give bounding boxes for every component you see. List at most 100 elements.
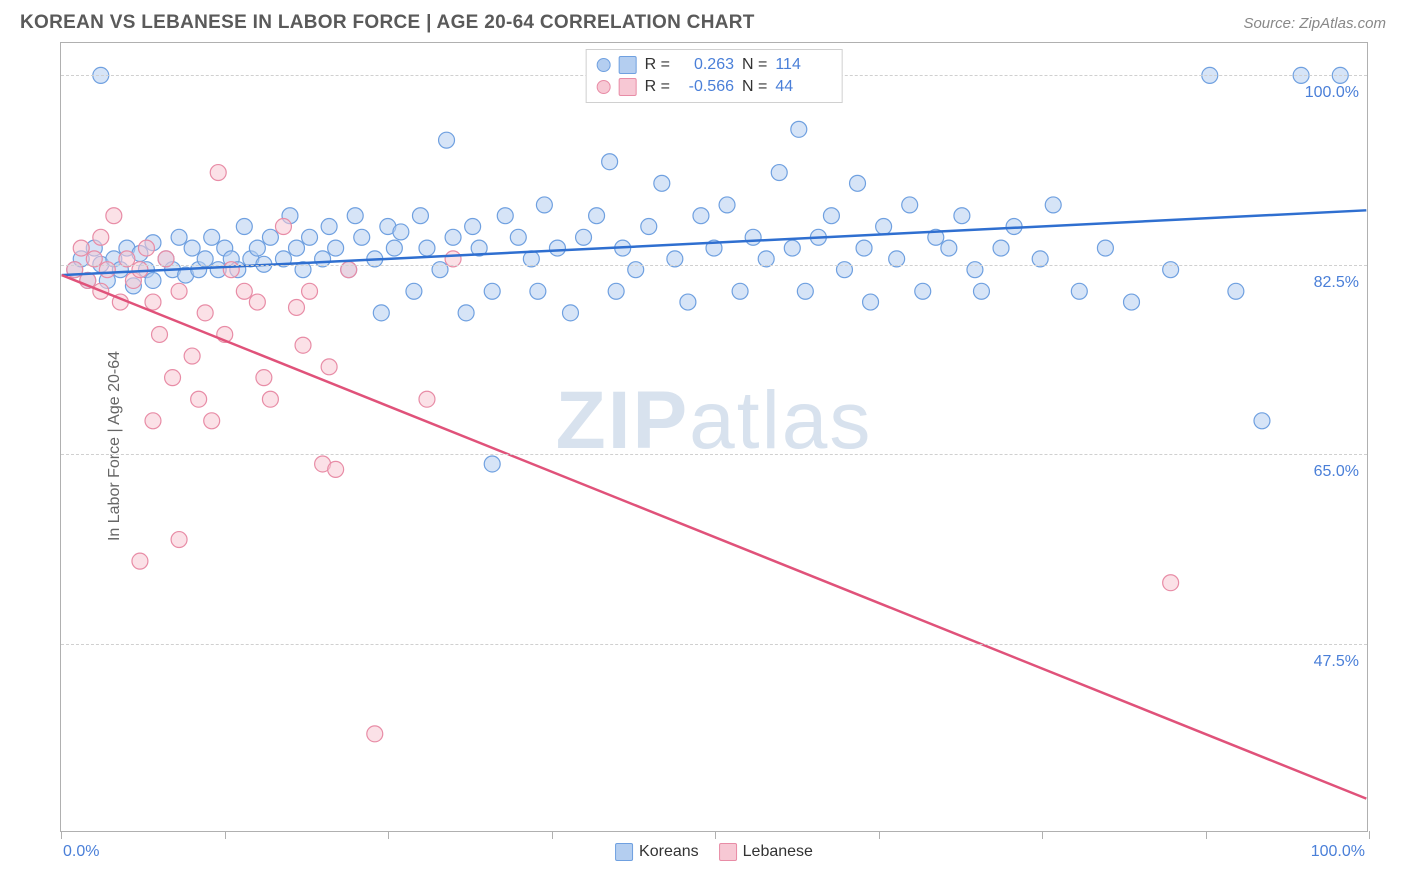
- x-tick: [225, 831, 226, 839]
- data-point: [563, 305, 579, 321]
- y-tick-label: 100.0%: [1305, 84, 1359, 102]
- data-point: [693, 208, 709, 224]
- legend-series-label: Koreans: [639, 843, 699, 861]
- data-point: [354, 229, 370, 245]
- data-point: [576, 229, 592, 245]
- data-point: [145, 413, 161, 429]
- data-point: [328, 461, 344, 477]
- x-tick: [1206, 831, 1207, 839]
- legend-r-value: 0.263: [678, 56, 734, 74]
- legend-n-label: N =: [742, 78, 767, 96]
- legend-r-value: -0.566: [678, 78, 734, 96]
- gridline: [61, 454, 1367, 455]
- data-point: [654, 175, 670, 191]
- data-point: [863, 294, 879, 310]
- legend-n-value: 114: [775, 56, 831, 74]
- gridline: [61, 265, 1367, 266]
- data-point: [497, 208, 513, 224]
- data-point: [458, 305, 474, 321]
- data-point: [419, 391, 435, 407]
- legend-n-label: N =: [742, 56, 767, 74]
- data-point: [1097, 240, 1113, 256]
- data-point: [536, 197, 552, 213]
- legend-correlation: R = 0.263 N = 114 R = -0.566 N = 44: [586, 49, 843, 103]
- y-tick-label: 65.0%: [1314, 463, 1359, 481]
- data-point: [530, 283, 546, 299]
- plot-area: 47.5%65.0%82.5%100.0%: [61, 43, 1367, 831]
- legend-swatch-circle: [597, 80, 611, 94]
- data-point: [1254, 413, 1270, 429]
- data-point: [419, 240, 435, 256]
- data-point: [412, 208, 428, 224]
- data-point: [197, 305, 213, 321]
- legend-row: R = -0.566 N = 44: [597, 76, 832, 98]
- data-point: [876, 219, 892, 235]
- data-point: [549, 240, 565, 256]
- gridline: [61, 644, 1367, 645]
- x-tick: [388, 831, 389, 839]
- legend-swatch-square: [619, 78, 637, 96]
- data-point: [295, 337, 311, 353]
- data-point: [791, 121, 807, 137]
- legend-series-item: Lebanese: [719, 843, 813, 861]
- data-point: [210, 165, 226, 181]
- data-point: [184, 348, 200, 364]
- data-point: [465, 219, 481, 235]
- data-point: [106, 208, 122, 224]
- legend-swatch-circle: [597, 58, 611, 72]
- data-point: [732, 283, 748, 299]
- legend-series-item: Koreans: [615, 843, 699, 861]
- x-axis-min-label: 0.0%: [63, 843, 99, 861]
- data-point: [510, 229, 526, 245]
- trend-line: [62, 275, 1367, 799]
- data-point: [165, 370, 181, 386]
- data-point: [784, 240, 800, 256]
- data-point: [954, 208, 970, 224]
- data-point: [771, 165, 787, 181]
- data-point: [484, 456, 500, 472]
- legend-swatch: [615, 843, 633, 861]
- data-point: [445, 229, 461, 245]
- data-point: [321, 219, 337, 235]
- data-point: [145, 272, 161, 288]
- data-point: [191, 391, 207, 407]
- chart-title: KOREAN VS LEBANESE IN LABOR FORCE | AGE …: [20, 12, 755, 34]
- data-point: [367, 726, 383, 742]
- data-point: [1163, 575, 1179, 591]
- data-point: [589, 208, 605, 224]
- data-point: [204, 413, 220, 429]
- data-point: [262, 229, 278, 245]
- data-point: [1228, 283, 1244, 299]
- data-point: [850, 175, 866, 191]
- data-point: [823, 208, 839, 224]
- data-point: [602, 154, 618, 170]
- data-point: [256, 370, 272, 386]
- data-point: [236, 219, 252, 235]
- y-tick-label: 47.5%: [1314, 653, 1359, 671]
- source-label: Source: ZipAtlas.com: [1243, 15, 1386, 32]
- x-tick: [1369, 831, 1370, 839]
- data-point: [145, 294, 161, 310]
- data-point: [484, 283, 500, 299]
- data-point: [171, 229, 187, 245]
- data-point: [132, 553, 148, 569]
- data-point: [915, 283, 931, 299]
- data-point: [1124, 294, 1140, 310]
- data-point: [321, 359, 337, 375]
- data-point: [993, 240, 1009, 256]
- data-point: [204, 229, 220, 245]
- data-point: [347, 208, 363, 224]
- legend-series: Koreans Lebanese: [615, 843, 813, 861]
- x-tick: [552, 831, 553, 839]
- data-point: [856, 240, 872, 256]
- legend-swatch-square: [619, 56, 637, 74]
- legend-r-label: R =: [645, 78, 670, 96]
- data-point: [719, 197, 735, 213]
- data-point: [406, 283, 422, 299]
- data-point: [262, 391, 278, 407]
- legend-row: R = 0.263 N = 114: [597, 54, 832, 76]
- x-tick: [61, 831, 62, 839]
- data-point: [373, 305, 389, 321]
- x-axis-max-label: 100.0%: [1311, 843, 1365, 861]
- data-point: [1071, 283, 1087, 299]
